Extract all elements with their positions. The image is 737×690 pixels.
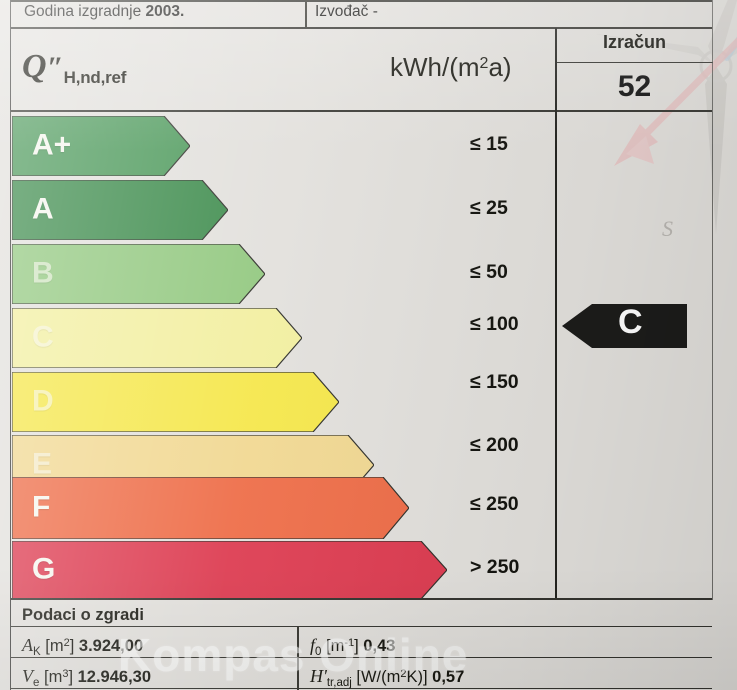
data-cell-htradj: H'tr,adj [W/(m2K)] 0,57 — [310, 666, 464, 689]
energy-bar-g-shape — [12, 541, 447, 599]
energy-bar-b: B — [12, 244, 265, 304]
energy-bar-c-label: C — [32, 320, 54, 354]
threshold-g: > 250 — [470, 556, 520, 578]
data-ak-symbol: A — [22, 635, 33, 655]
data-f0-subscript: 0 — [315, 646, 322, 658]
data-cell-ak: AK [m2] 3.924,00 — [22, 635, 143, 658]
rule-under-title — [10, 110, 712, 112]
energy-bar-a-label: A — [32, 192, 54, 226]
data-ve-unit-pre: [m — [39, 668, 63, 686]
data-htradj-unit-pre: [W/(m — [351, 668, 401, 686]
threshold-d: ≤ 150 — [470, 371, 519, 393]
data-cell-ve: Ve [m3] 12.946,30 — [22, 666, 151, 689]
indicator-symbol-sub: H,nd,ref — [63, 68, 127, 87]
data-ve-symbol: V — [22, 666, 33, 686]
rule-under-podaci-title — [10, 626, 712, 627]
data-f0-unit-pre: [m — [321, 637, 345, 655]
energy-bar-b-shape — [12, 244, 265, 304]
indicator-symbol: Q″H,nd,ref — [22, 48, 126, 88]
threshold-a: ≤ 25 — [470, 197, 508, 219]
data-htradj-symbol: H' — [310, 666, 327, 686]
indicator-unit-exponent: 2 — [479, 55, 489, 72]
rule-izracun-mid — [555, 62, 713, 63]
contractor-field: Izvođač - — [315, 3, 378, 20]
rule-between-data-rows — [10, 657, 712, 658]
energy-bar-f-shape — [12, 477, 409, 539]
data-f0-symbol: f — [310, 635, 316, 655]
header-divider — [305, 0, 307, 27]
rule-under-header — [10, 27, 712, 29]
construction-year: Godina izgradnje 2003. — [24, 3, 184, 21]
data-f0-value: 0,43 — [363, 637, 396, 655]
threshold-c: ≤ 100 — [470, 313, 519, 335]
indicator-unit-head: kWh/(m — [390, 52, 480, 82]
energy-bar-g: G — [12, 541, 447, 599]
threshold-b: ≤ 50 — [470, 261, 508, 283]
data-htradj-unit-post: K)] — [406, 668, 433, 686]
frame-left-border — [10, 0, 11, 690]
indicator-unit-tail: a) — [488, 52, 512, 82]
data-ak-unit-pre: [m — [40, 637, 64, 655]
data-ve-subscript: e — [33, 677, 40, 689]
energy-bar-d-label: D — [32, 384, 54, 418]
building-data-divider — [297, 626, 299, 690]
threshold-a-plus: ≤ 15 — [470, 133, 508, 155]
energy-bar-g-label: G — [32, 552, 56, 586]
data-htradj-value: 0,57 — [432, 668, 465, 686]
data-htradj-unit-exp: 2 — [400, 668, 407, 680]
data-cell-f0: f0 [m-1] 0,43 — [310, 635, 395, 658]
rule-bottom — [10, 688, 712, 689]
energy-bar-d-shape — [12, 372, 339, 432]
data-ak-value: 3.924,00 — [78, 637, 144, 655]
energy-bar-c-shape — [12, 308, 302, 368]
energy-bar-a: A — [12, 180, 228, 240]
data-ak-unit-exp: 2 — [63, 637, 70, 649]
building-data-title: Podaci o zgradi — [22, 606, 144, 624]
data-htradj-subscript: tr,adj — [326, 677, 352, 689]
data-f0-unit-post: ] — [354, 637, 364, 655]
rule-top — [10, 0, 712, 2]
energy-bar-a-plus: A+ — [12, 116, 190, 176]
header-row: Godina izgradnje 2003. Izvođač - — [10, 0, 712, 27]
energy-bar-a-plus-shape — [12, 116, 190, 176]
indicator-symbol-prime: ″ — [47, 51, 64, 84]
calculation-value: 52 — [617, 70, 652, 103]
data-ve-unit-post: ] — [68, 668, 78, 686]
indicator-unit: kWh/(m2a) — [390, 52, 512, 83]
result-class-arrow-icon — [562, 304, 687, 348]
energy-bar-f-label: F — [32, 490, 51, 524]
energy-bar-c: C — [12, 308, 302, 368]
energy-bar-a-shape — [12, 180, 228, 240]
data-f0-unit-exp: -1 — [344, 637, 355, 649]
threshold-e: ≤ 200 — [470, 434, 519, 456]
construction-year-value: 2003. — [145, 3, 185, 20]
data-ak-unit-post: ] — [69, 637, 79, 655]
vertical-divider-result-column — [555, 28, 557, 598]
indicator-symbol-main: Q — [22, 48, 48, 85]
data-ak-subscript: K — [33, 646, 41, 658]
compass-south-label: S — [662, 216, 673, 241]
data-ve-unit-exp: 3 — [62, 668, 69, 680]
data-ve-value: 12.946,30 — [77, 668, 152, 686]
energy-bar-e-label: E — [32, 447, 53, 481]
result-class-letter: C — [618, 303, 643, 341]
calculation-label: Izračun — [602, 32, 667, 52]
energy-bar-b-label: B — [32, 256, 54, 290]
energy-bar-f: F — [12, 477, 409, 539]
construction-year-label: Godina izgradnje — [24, 3, 142, 20]
frame-right-border — [712, 0, 713, 600]
threshold-f: ≤ 250 — [470, 493, 519, 515]
energy-bar-a-plus-label: A+ — [32, 128, 72, 162]
energy-bar-d: D — [12, 372, 339, 432]
rule-above-podaci — [10, 598, 712, 600]
result-class-marker: C — [562, 298, 687, 359]
